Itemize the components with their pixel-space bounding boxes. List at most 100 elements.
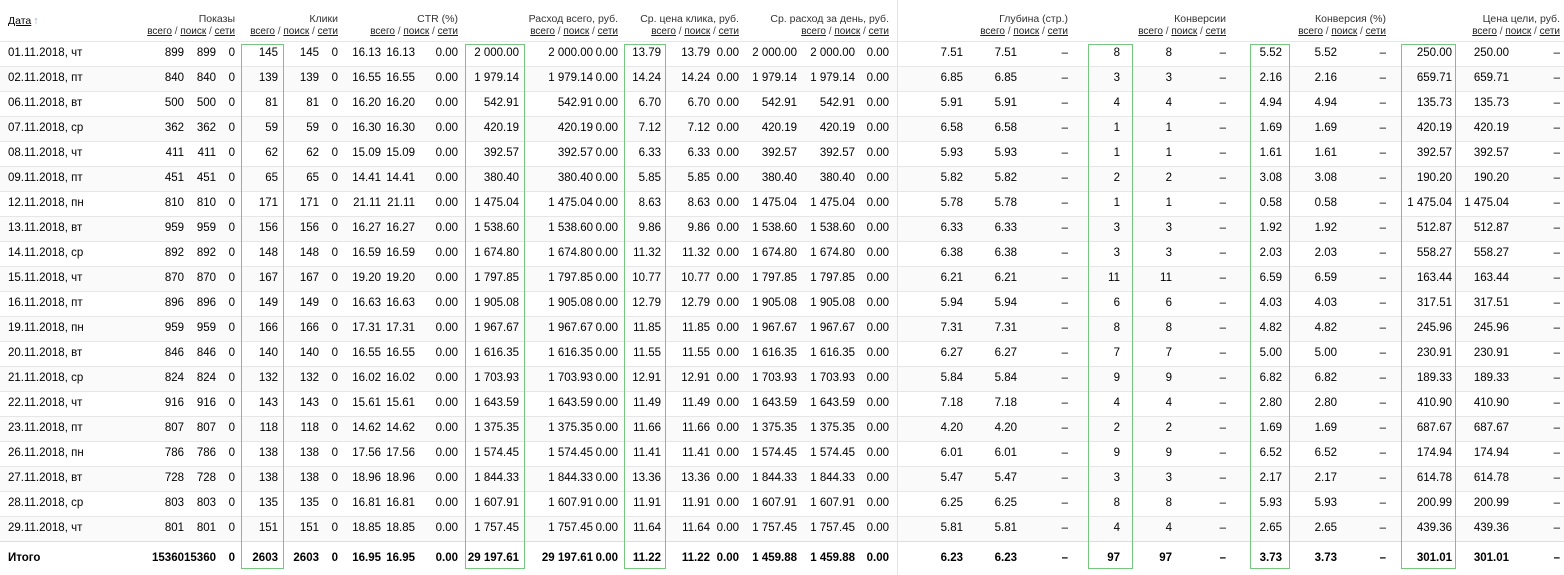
- value-cell: –: [1061, 122, 1068, 134]
- sort-convrate-networks-link[interactable]: сети: [1365, 26, 1386, 37]
- value-cell: 14.62: [352, 422, 381, 434]
- sort-daily-networks-link[interactable]: сети: [868, 26, 889, 37]
- sort-conv-search-link[interactable]: поиск: [1171, 26, 1198, 37]
- sort-convrate-search-link[interactable]: поиск: [1331, 26, 1358, 37]
- value-cell: 1 967.67: [474, 322, 519, 334]
- value-cell: 6.21: [940, 272, 963, 284]
- sort-depth-search-link[interactable]: поиск: [1013, 26, 1040, 37]
- value-cell: 0.00: [595, 447, 618, 459]
- value-cell: 1 538.60: [548, 222, 593, 234]
- value-cell: 0: [228, 247, 235, 259]
- value-cell: –: [1061, 447, 1068, 459]
- value-cell: –: [1061, 247, 1068, 259]
- sort-depth-total-link[interactable]: всего: [980, 26, 1005, 37]
- date-cell: 14.11.2018, ср: [8, 247, 84, 259]
- sort-cpc-networks-link[interactable]: сети: [718, 26, 739, 37]
- date-cell: 12.11.2018, пн: [8, 197, 84, 209]
- sort-clicks-total-link[interactable]: всего: [250, 26, 275, 37]
- value-cell: 11.55: [682, 347, 710, 359]
- value-cell: –: [1379, 72, 1386, 84]
- sort-daily-total-link[interactable]: всего: [801, 26, 826, 37]
- value-cell: 8: [1113, 497, 1120, 509]
- value-cell: 11: [1160, 272, 1172, 284]
- header-date[interactable]: Дата ↑: [8, 15, 39, 27]
- value-cell: 1.69: [1314, 422, 1337, 434]
- header-depth-subcolumns: всего / поиск / сети: [980, 26, 1068, 37]
- value-cell: 0: [228, 347, 235, 359]
- sort-depth-networks-link[interactable]: сети: [1047, 26, 1068, 37]
- sort-goalprice-search-link[interactable]: поиск: [1505, 26, 1532, 37]
- total-value-cell: 97: [1159, 552, 1172, 564]
- sort-goalprice-networks-link[interactable]: сети: [1539, 26, 1560, 37]
- value-cell: 6.38: [940, 247, 963, 259]
- sort-impressions-total-link[interactable]: всего: [147, 26, 172, 37]
- value-cell: 4.20: [940, 422, 963, 434]
- sort-ctr-total-link[interactable]: всего: [370, 26, 395, 37]
- sort-convrate-total-link[interactable]: всего: [1298, 26, 1323, 37]
- row-divider: [0, 466, 1564, 467]
- sort-cpc-total-link[interactable]: всего: [651, 26, 676, 37]
- value-cell: 0.00: [595, 222, 618, 234]
- sort-ctr-networks-link[interactable]: сети: [437, 26, 458, 37]
- value-cell: 132: [299, 372, 319, 384]
- value-cell: 0.00: [866, 247, 889, 259]
- sort-conv-networks-link[interactable]: сети: [1205, 26, 1226, 37]
- value-cell: –: [1219, 147, 1226, 159]
- value-cell: –: [1553, 347, 1560, 359]
- value-cell: 0.00: [435, 97, 458, 109]
- total-value-cell: 29 197.61: [541, 552, 593, 564]
- sort-clicks-search-link[interactable]: поиск: [283, 26, 310, 37]
- sort-daily-search-link[interactable]: поиск: [834, 26, 861, 37]
- sort-spend-search-link[interactable]: поиск: [563, 26, 590, 37]
- value-cell: 11.64: [682, 522, 710, 534]
- value-cell: 135: [258, 497, 278, 509]
- value-cell: 140: [258, 347, 278, 359]
- value-cell: 1.61: [1259, 147, 1282, 159]
- header-conv-subcolumns: всего / поиск / сети: [1138, 26, 1226, 37]
- value-cell: 1 757.45: [810, 522, 855, 534]
- sort-conv-total-link[interactable]: всего: [1138, 26, 1163, 37]
- sort-impressions-search-link[interactable]: поиск: [180, 26, 207, 37]
- total-value-cell: 0.00: [595, 552, 618, 564]
- sort-clicks-networks-link[interactable]: сети: [317, 26, 338, 37]
- sort-ctr-search-link[interactable]: поиск: [403, 26, 430, 37]
- value-cell: 0.00: [435, 297, 458, 309]
- sort-spend-total-link[interactable]: всего: [530, 26, 555, 37]
- sort-cpc-search-link[interactable]: поиск: [684, 26, 711, 37]
- value-cell: 0.00: [595, 47, 618, 59]
- table-row: 29.11.2018, чт 801 801 0 151 151 0 18.85 18.85 0.…: [0, 516, 1564, 541]
- value-cell: 896: [196, 297, 216, 309]
- value-cell: 786: [164, 447, 184, 459]
- value-cell: 1 538.60: [752, 222, 797, 234]
- value-cell: 5.82: [940, 172, 963, 184]
- sort-goalprice-total-link[interactable]: всего: [1472, 26, 1497, 37]
- total-value-cell: 301.01: [1473, 552, 1509, 564]
- sort-by-date-link[interactable]: Дата: [8, 15, 32, 27]
- value-cell: 870: [196, 272, 216, 284]
- separator: /: [1322, 26, 1332, 37]
- value-cell: 4.82: [1259, 322, 1282, 334]
- value-cell: 81: [265, 97, 278, 109]
- value-cell: 1: [1113, 122, 1120, 134]
- total-value-cell: 15360: [184, 552, 216, 564]
- value-cell: 0.00: [866, 72, 889, 84]
- value-cell: 1: [1113, 147, 1120, 159]
- value-cell: 1 905.08: [548, 297, 593, 309]
- value-cell: 0.00: [866, 447, 889, 459]
- value-cell: 1 674.80: [548, 247, 593, 259]
- value-cell: 16.13: [352, 47, 381, 59]
- value-cell: 7.12: [638, 122, 661, 134]
- value-cell: 1 607.91: [548, 497, 593, 509]
- value-cell: 824: [196, 372, 216, 384]
- value-cell: 5.47: [940, 472, 963, 484]
- value-cell: –: [1219, 222, 1226, 234]
- table-row: 13.11.2018, вт 959 959 0 156 156 0 16.27 16.27 0.…: [0, 216, 1564, 241]
- value-cell: 0.00: [866, 272, 889, 284]
- sort-spend-networks-link[interactable]: сети: [597, 26, 618, 37]
- table-row: 27.11.2018, вт 728 728 0 138 138 0 18.96 18.96 0.…: [0, 466, 1564, 491]
- total-value-cell: 11.22: [681, 552, 710, 564]
- value-cell: 62: [306, 147, 319, 159]
- sort-impressions-networks-link[interactable]: сети: [214, 26, 235, 37]
- value-cell: 1 979.14: [474, 72, 519, 84]
